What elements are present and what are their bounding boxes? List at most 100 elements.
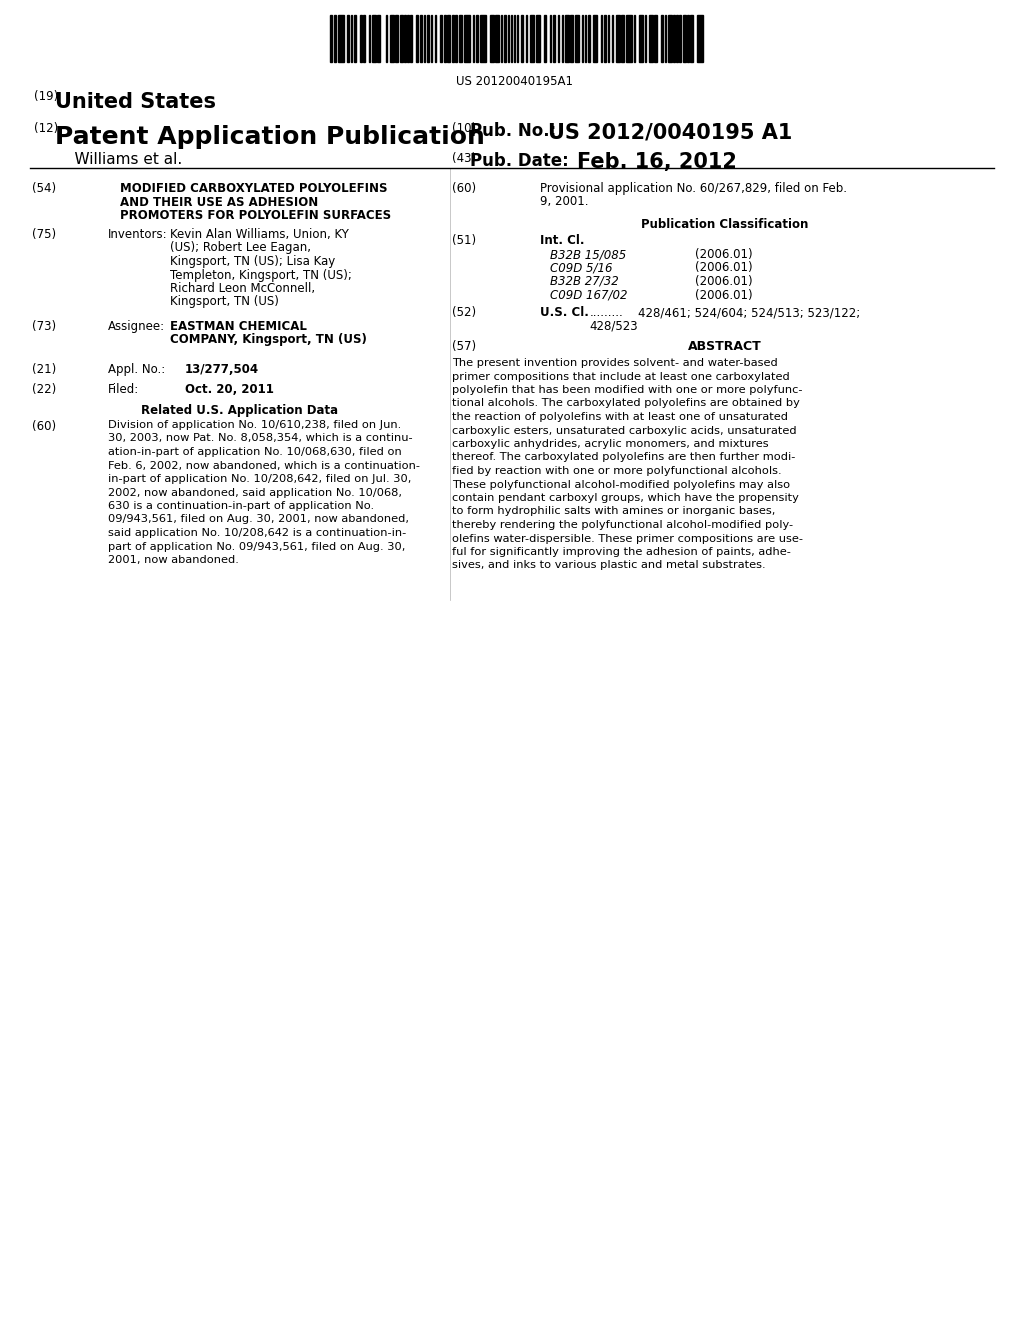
Text: .........: ......... [590,306,624,319]
Text: (10): (10) [452,121,476,135]
Text: The present invention provides solvent- and water-based: The present invention provides solvent- … [452,358,778,368]
Text: Kevin Alan Williams, Union, KY: Kevin Alan Williams, Union, KY [170,228,349,242]
Bar [588,15,590,62]
Bar [621,15,624,62]
Bar [611,15,613,62]
Text: Pub. Date:: Pub. Date: [470,152,568,170]
Bar [495,15,499,62]
Text: said application No. 10/208,642 is a continuation-in-: said application No. 10/208,642 is a con… [108,528,407,539]
Text: C09D 5/16: C09D 5/16 [550,261,612,275]
Text: MODIFIED CARBOXYLATED POLYOLEFINS: MODIFIED CARBOXYLATED POLYOLEFINS [120,182,387,195]
Bar [504,15,506,62]
Bar [668,15,672,62]
Bar [377,15,380,62]
Text: Related U.S. Application Data: Related U.S. Application Data [141,404,339,417]
Text: US 20120040195A1: US 20120040195A1 [457,75,573,88]
Text: (60): (60) [452,182,476,195]
Text: Williams et al.: Williams et al. [55,152,182,168]
Bar [544,15,546,62]
Text: (54): (54) [32,182,56,195]
Bar [603,15,606,62]
Bar [420,15,422,62]
Text: 13/277,504: 13/277,504 [185,363,259,376]
Text: (60): (60) [32,420,56,433]
Bar [444,15,445,62]
Bar [564,15,568,62]
Bar [676,15,678,62]
Text: (US); Robert Lee Eagan,: (US); Robert Lee Eagan, [170,242,311,255]
Bar [575,15,579,62]
Bar [372,15,376,62]
Text: Int. Cl.: Int. Cl. [540,234,585,247]
Bar [459,15,462,62]
Bar [690,15,692,62]
Text: Publication Classification: Publication Classification [641,218,809,231]
Bar [416,15,418,62]
Bar [330,15,332,62]
Bar [525,15,527,62]
Text: part of application No. 09/943,561, filed on Aug. 30,: part of application No. 09/943,561, file… [108,541,406,552]
Bar [679,15,681,62]
Text: COMPANY, Kingsport, TN (US): COMPANY, Kingsport, TN (US) [170,334,367,346]
Bar [570,15,572,62]
Text: (2006.01): (2006.01) [695,289,753,301]
Bar [424,15,425,62]
Text: These polyfunctional alcohol-modified polyolefins may also: These polyfunctional alcohol-modified po… [452,479,791,490]
Text: United States: United States [55,92,216,112]
Text: Kingsport, TN (US); Lisa Kay: Kingsport, TN (US); Lisa Kay [170,255,335,268]
Text: Richard Leon McConnell,: Richard Leon McConnell, [170,282,315,294]
Bar [369,15,370,62]
Bar [338,15,344,62]
Bar [427,15,429,62]
Bar [360,15,361,62]
Bar [550,15,551,62]
Text: 30, 2003, now Pat. No. 8,058,354, which is a continu-: 30, 2003, now Pat. No. 8,058,354, which … [108,433,413,444]
Text: B32B 27/32: B32B 27/32 [550,275,618,288]
Text: Appl. No.:: Appl. No.: [108,363,165,376]
Bar [407,15,409,62]
Text: olefins water-dispersible. These primer compositions are use-: olefins water-dispersible. These primer … [452,533,803,544]
Text: 428/523: 428/523 [590,319,638,333]
Bar [434,15,436,62]
Bar [489,15,494,62]
Bar [464,15,470,62]
Text: Feb. 6, 2002, now abandoned, which is a continuation-: Feb. 6, 2002, now abandoned, which is a … [108,461,420,470]
Bar [529,15,534,62]
Bar [389,15,393,62]
Bar [400,15,402,62]
Bar [626,15,632,62]
Text: Filed:: Filed: [108,383,139,396]
Text: in-part of application No. 10/208,642, filed on Jul. 30,: in-part of application No. 10/208,642, f… [108,474,412,484]
Text: PROMOTERS FOR POLYOLEFIN SURFACES: PROMOTERS FOR POLYOLEFIN SURFACES [120,209,391,222]
Bar [516,15,518,62]
Text: (2006.01): (2006.01) [695,248,753,261]
Bar [654,15,656,62]
Text: to form hydrophilic salts with amines or inorganic bases,: to form hydrophilic salts with amines or… [452,507,775,516]
Bar [696,15,702,62]
Text: fied by reaction with one or more polyfunctional alcohols.: fied by reaction with one or more polyfu… [452,466,781,477]
Bar [410,15,412,62]
Text: 428/461; 524/604; 524/513; 523/122;: 428/461; 524/604; 524/513; 523/122; [638,306,860,319]
Bar [501,15,502,62]
Bar [665,15,666,62]
Bar [395,15,397,62]
Text: (12): (12) [34,121,58,135]
Bar [607,15,609,62]
Bar [472,15,474,62]
Text: contain pendant carboxyl groups, which have the propensity: contain pendant carboxyl groups, which h… [452,492,799,503]
Text: primer compositions that include at least one carboxylated: primer compositions that include at leas… [452,371,790,381]
Bar [536,15,540,62]
Text: (21): (21) [32,363,56,376]
Bar [634,15,635,62]
Bar [600,15,602,62]
Text: (57): (57) [452,341,476,352]
Bar [350,15,352,62]
Bar [648,15,652,62]
Text: (2006.01): (2006.01) [695,261,753,275]
Bar [553,15,555,62]
Text: the reaction of polyolefins with at least one of unsaturated: the reaction of polyolefins with at leas… [452,412,788,422]
Text: Assignee:: Assignee: [108,319,165,333]
Bar [585,15,586,62]
Text: Feb. 16, 2012: Feb. 16, 2012 [548,152,737,172]
Text: (19): (19) [34,90,58,103]
